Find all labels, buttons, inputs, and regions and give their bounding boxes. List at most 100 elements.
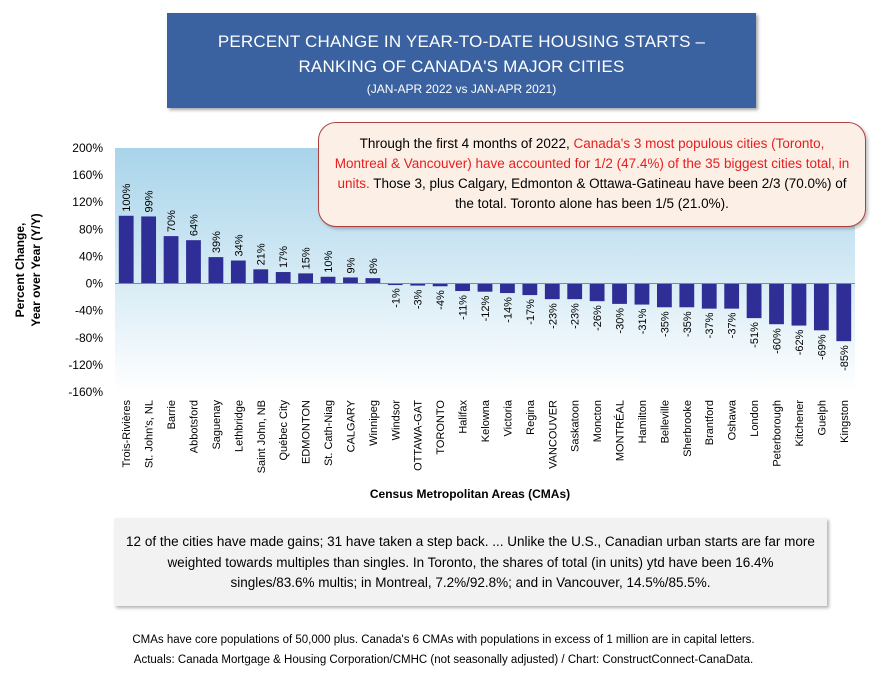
bar bbox=[343, 277, 358, 284]
x-tick-label: Saskatoon bbox=[570, 400, 582, 452]
data-label: 99% bbox=[144, 190, 156, 212]
x-tick-label: Sherbrooke bbox=[682, 400, 694, 457]
bar bbox=[836, 283, 852, 342]
callout-box: Through the first 4 months of 2022, Cana… bbox=[318, 122, 866, 227]
x-tick-label: EDMONTON bbox=[301, 400, 313, 464]
x-tick-label: Kitchener bbox=[794, 400, 806, 447]
data-label: -14% bbox=[502, 297, 514, 323]
y-tick-label: 160% bbox=[72, 168, 103, 182]
bar bbox=[612, 283, 627, 304]
bar bbox=[701, 283, 717, 309]
x-tick-label: Lethbridge bbox=[233, 400, 245, 452]
data-label: -37% bbox=[727, 312, 739, 338]
data-label: 21% bbox=[256, 243, 268, 265]
data-label: -85% bbox=[839, 345, 851, 371]
x-tick-label: London bbox=[749, 400, 761, 437]
bar bbox=[298, 273, 314, 284]
data-label: -31% bbox=[637, 308, 649, 334]
bar bbox=[679, 283, 695, 308]
data-label: 9% bbox=[345, 257, 357, 273]
bar bbox=[365, 278, 381, 284]
y-axis-label-line2: Year over Year (Y/Y) bbox=[29, 213, 43, 326]
x-tick-label: Brantford bbox=[704, 400, 716, 445]
data-label: -69% bbox=[816, 334, 828, 360]
bar bbox=[522, 283, 538, 296]
x-axis-label: Census Metropolitan Areas (CMAs) bbox=[370, 487, 570, 501]
bar bbox=[769, 283, 784, 325]
data-label: -4% bbox=[435, 290, 447, 310]
data-label: -11% bbox=[458, 295, 470, 320]
bar bbox=[746, 283, 762, 319]
y-tick-label: -160% bbox=[68, 385, 103, 399]
bar bbox=[589, 283, 605, 302]
x-tick-label: Windsor bbox=[390, 400, 402, 441]
bar bbox=[118, 215, 134, 284]
bar bbox=[253, 269, 269, 284]
data-label: 64% bbox=[188, 214, 200, 236]
footer-line1: CMAs have core populations of 50,000 plu… bbox=[132, 634, 755, 646]
y-tick-label: -40% bbox=[75, 304, 103, 318]
bar bbox=[724, 283, 740, 309]
data-label: -30% bbox=[615, 308, 627, 334]
x-tick-label: Moncton bbox=[592, 400, 604, 442]
bar bbox=[477, 283, 493, 292]
x-tick-label: Oshawa bbox=[727, 399, 739, 440]
x-tick-label: Saguenay bbox=[211, 400, 223, 450]
callout-text-part1: Through the first 4 months of 2022, bbox=[359, 136, 574, 151]
data-label: -51% bbox=[749, 322, 761, 348]
x-tick-label: St. Cath-Niag bbox=[323, 400, 335, 466]
data-label: -23% bbox=[547, 303, 559, 329]
note-text: 12 of the cities have made gains; 31 hav… bbox=[126, 534, 815, 590]
bar bbox=[230, 260, 246, 284]
bar bbox=[791, 283, 807, 326]
x-tick-label: Guelph bbox=[816, 400, 828, 435]
data-label: -23% bbox=[570, 303, 582, 329]
chart-title-line2: RANKING OF CANADA'S MAJOR CITIES bbox=[298, 57, 625, 76]
x-tick-label: Abbotsford bbox=[188, 400, 200, 453]
x-tick-label: St. John's, NL bbox=[144, 400, 156, 468]
data-label: 39% bbox=[211, 231, 223, 253]
bar bbox=[141, 216, 157, 284]
x-tick-label: Trois-Rivières bbox=[121, 400, 133, 468]
bar bbox=[163, 236, 179, 284]
bar bbox=[634, 283, 650, 305]
note-box: 12 of the cities have made gains; 31 hav… bbox=[114, 518, 827, 606]
bar bbox=[186, 240, 201, 284]
data-label: -37% bbox=[704, 312, 716, 338]
data-label: 17% bbox=[278, 246, 290, 268]
x-tick-label: Kelowna bbox=[480, 399, 492, 442]
data-label: 15% bbox=[301, 247, 313, 269]
data-label: -60% bbox=[772, 328, 784, 354]
x-tick-label: Saint John, NB bbox=[256, 400, 268, 473]
x-tick-label: Québec City bbox=[278, 400, 290, 461]
y-tick-label: 80% bbox=[79, 222, 103, 236]
x-tick-label: Peterborough bbox=[772, 400, 784, 467]
data-label: -12% bbox=[480, 295, 492, 321]
data-label: -17% bbox=[525, 299, 537, 325]
bar bbox=[656, 283, 672, 308]
x-tick-label: MONTRÉAL bbox=[614, 400, 627, 461]
bar bbox=[567, 283, 583, 300]
chart-title-line1: PERCENT CHANGE IN YEAR-TO-DATE HOUSING S… bbox=[217, 32, 706, 51]
x-tick-label: Victoria bbox=[502, 399, 514, 436]
x-tick-label: Winnipeg bbox=[368, 400, 380, 446]
y-axis-label-line1: Percent Change, bbox=[13, 223, 27, 318]
x-tick-label: TORONTO bbox=[435, 400, 447, 455]
y-tick-label: -120% bbox=[68, 358, 103, 372]
data-label: 8% bbox=[368, 258, 380, 274]
x-tick-label: Hamilton bbox=[637, 400, 649, 443]
bar bbox=[320, 276, 336, 284]
callout-text-part2: Those 3, plus Calgary, Edmonton & Ottawa… bbox=[369, 176, 847, 211]
callout-highlight: Canada's 3 most populous cities (Toronto… bbox=[334, 136, 850, 191]
bar bbox=[208, 257, 224, 284]
bar bbox=[500, 283, 515, 294]
y-tick-label: 200% bbox=[72, 141, 103, 155]
footer-line2: Actuals: Canada Mortgage & Housing Corpo… bbox=[133, 654, 754, 666]
bar bbox=[387, 283, 403, 286]
x-tick-label: Halifax bbox=[458, 400, 470, 434]
bar bbox=[410, 283, 426, 286]
x-tick-label: OTTAWA-GAT bbox=[413, 400, 425, 471]
data-label: 10% bbox=[323, 251, 335, 273]
data-label: -62% bbox=[794, 329, 806, 355]
x-tick-label: Kingston bbox=[839, 400, 851, 443]
